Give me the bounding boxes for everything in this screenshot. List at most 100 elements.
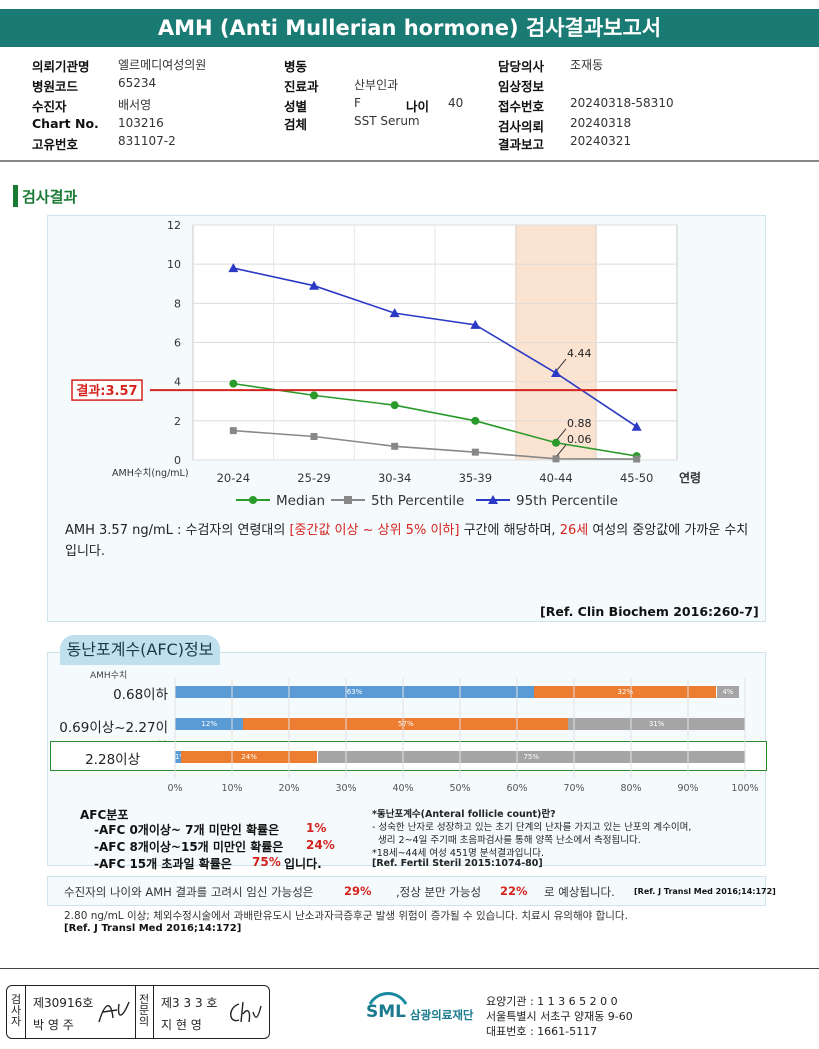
p5-point [552,455,560,463]
header-value: 엘르메디여성의원 [118,58,207,72]
sig-divider [25,986,26,1038]
examiner-signature [98,1001,130,1023]
afc-x-tick: 40% [392,783,414,794]
header-row: 의뢰기관명 [32,59,90,74]
header-value: 20240321 [570,134,632,148]
afc-line-pct: 75% [252,855,281,869]
afc-line: -AFC 8개이상~15개 미만인 확률은 [94,840,284,854]
afc-note: [Ref. Fertil Steril 2015:1074-80] [372,858,543,869]
header-divider [0,160,819,162]
header-label: 검사의뢰 [498,119,545,134]
afc-bar-segment: 63% [175,686,535,698]
afc-x-tick: 0% [167,783,183,794]
header-label: Chart No. [32,116,99,131]
series-line [233,267,638,428]
afc-bar-segment: 4% [716,686,740,698]
summary-text: 로 예상됩니다. [544,885,615,899]
specialist-signature [230,1001,262,1023]
median-point [552,438,560,447]
annotation-label: 0.88 [567,417,592,430]
desc-part: 여성의 중앙값에 가까운 수치입니다. [65,523,749,559]
afc-x-tick: 70% [563,783,585,794]
p5-point [310,433,318,440]
x-tick-label: 35-39 [459,471,492,485]
x-tick-label: 40-44 [539,471,572,485]
legend-marker [488,495,498,504]
header-value: 조재동 [570,58,604,72]
afc-x-tick: 80% [620,783,642,794]
desc-range: [중간값 이상 ~ 상위 5% 이하] [289,523,460,538]
y-axis-label: AMH수치(ng/mL) [112,467,189,479]
afc-note: *18세~44세 여성 451명 분석결과입니다. [372,848,544,859]
logo-sml: SML [366,1002,406,1022]
y-tick-label: 12 [167,219,181,232]
legend-marker [344,496,352,504]
specialist-name: 지 현 영 [161,1018,202,1032]
header-value: 산부인과 [354,78,399,92]
header-label: 수진자 [32,99,67,114]
summary-text: 수진자의 나이와 AMH 결과를 고려시 임신 가능성은 [64,885,314,899]
afc-line-pct: 1% [306,821,327,835]
median-point [471,416,480,425]
afc-x-tick: 30% [335,783,357,794]
x-tick-label: 30-34 [378,471,411,485]
sig-divider [135,986,136,1038]
afc-col-header: AMH수치 [90,671,128,681]
report-title: AMH (Anti Mullerian hormone) 검사결과보고서 [0,9,819,47]
afc-line: -AFC 0개이상~ 7개 미만인 확률은 [94,823,280,837]
x-tick-label: 20-24 [217,471,250,485]
header-label: 임상정보 [498,79,545,94]
afc-note: *동난포계수(Anteral follicle count)란? [372,809,556,820]
legend-marker [249,496,257,504]
afc-bar-segment: 75% [317,751,745,763]
y-tick-label: 6 [174,337,181,350]
afc-bar-segment: 24% [180,751,318,763]
afc-bar-segment: 32% [534,686,717,698]
legend-label: Median [276,493,325,509]
header-label: 병원코드 [32,79,79,94]
y-tick-label: 10 [167,258,181,271]
annotation-leader [556,358,567,371]
afc-line-pct: 24% [306,838,335,852]
p5-point [391,442,399,450]
median-point [390,401,399,410]
afc-row-label: 0.68이하 [113,687,168,703]
age-value: 40 [448,96,464,110]
sig-divider [153,986,154,1038]
logo-name: 삼광의료재단 [410,1008,474,1022]
summary-ref: [Ref. J Transl Med 2016;14:172] [634,887,776,896]
afc-line: -AFC 15개 초과일 확률은 [94,857,232,871]
sml-logo-icon [368,992,408,1005]
desc-age: 26세 [559,523,589,538]
header-value: F [354,96,361,110]
header-label: 진료과 [284,79,319,94]
afc-x-tick: 10% [221,783,243,794]
header-label: 결과보고 [498,137,545,152]
result-label-box [71,379,143,401]
afc-bar-segment: 57% [243,718,569,730]
header-label: 접수번호 [498,99,545,114]
series-line [233,382,637,457]
y-tick-label: 2 [174,415,181,428]
summary-panel [47,876,766,906]
header-value: 65234 [118,76,157,90]
afc-grid [174,678,746,778]
warning-ref: [Ref. J Transl Med 2016;14:172] [64,923,242,934]
header-label: 고유번호 [32,137,79,152]
afc-x-tick: 90% [677,783,699,794]
signature-box: 검사자 제30916호 박 영 주 전문의 제3 3 3 호 지 현 영 [6,985,270,1039]
result-description: AMH 3.57 ng/mL : 수검자의 연령대의 [중간값 이상 ~ 상위 … [65,520,755,562]
specialist-label: 전문의 [138,993,150,1028]
x-tick-label: 45-50 [620,471,653,485]
amh-chart: 0 2 4 6 8 10 12 20-24 25-29 30-34 35-39 40-44 45-50 연… [71,219,701,509]
examiner-no: 제30916호 [33,996,94,1010]
legend-label: 95th Percentile [516,493,618,509]
examiner-name: 박 영 주 [33,1018,74,1032]
summary-pregnancy-pct: 29% [344,884,372,898]
section-marker [13,185,18,207]
p95-point [631,421,642,431]
x-tick-label: 25-29 [297,471,330,485]
p95-point [228,263,239,273]
afc-line-suffix: 입니다. [284,857,322,871]
p95-point [389,308,400,318]
